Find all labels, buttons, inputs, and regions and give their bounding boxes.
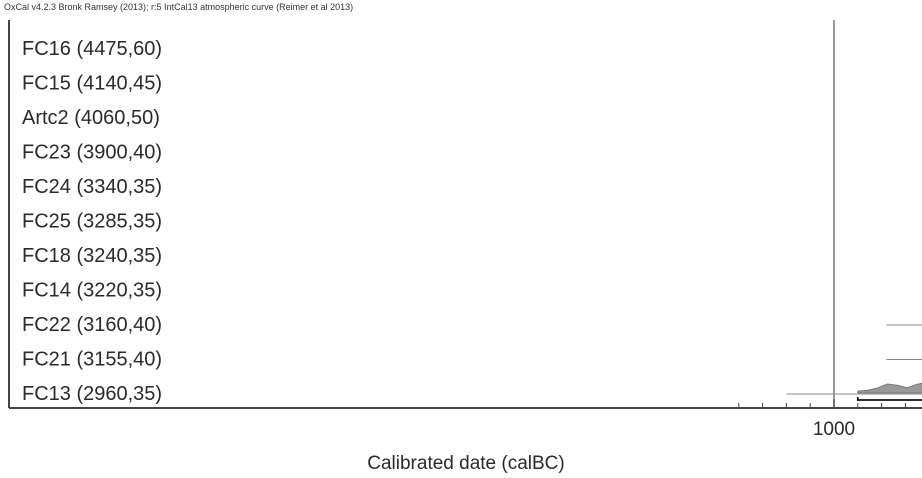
sample-row-fc15: FC15 (4140,45) xyxy=(22,73,162,95)
sample-row-fc23: FC23 (3900,40) xyxy=(22,142,162,164)
probability-shape xyxy=(857,382,922,394)
sample-row-fc22: FC22 (3160,40) xyxy=(22,314,922,336)
sample-label: FC13 (2960,35) xyxy=(22,383,162,405)
x-tick-label: 1000 xyxy=(813,419,855,440)
sample-label: FC22 (3160,40) xyxy=(22,314,162,336)
sample-row-artc2: Artc2 (4060,50) xyxy=(22,107,160,129)
x-axis-label: Calibrated date (calBC) xyxy=(367,453,564,474)
sample-row-fc16: FC16 (4475,60) xyxy=(22,38,162,60)
plot-frame xyxy=(8,20,922,409)
sample-label: FC24 (3340,35) xyxy=(22,176,162,198)
sample-row-fc25: FC25 (3285,35) xyxy=(22,211,162,233)
samples-layer: FC16 (4475,60) FC15 (4140,45) Artc2 (4060,… xyxy=(22,38,922,405)
sample-label: FC25 (3285,35) xyxy=(22,211,162,233)
sample-row-fc14: FC14 (3220,35) xyxy=(22,280,162,302)
range-bracket xyxy=(856,397,922,401)
sample-row-fc24: FC24 (3340,35) xyxy=(22,176,162,198)
sample-row-fc13: FC13 (2960,35) xyxy=(22,382,922,405)
chart-caption: OxCal v4.2.3 Bronk Ramsey (2013); r:5 In… xyxy=(4,2,354,12)
sample-row-fc21: FC21 (3155,40) xyxy=(22,349,922,371)
x-axis: 4000350030002500200015001000 xyxy=(738,399,906,440)
sample-label: FC21 (3155,40) xyxy=(22,349,162,371)
sample-label: FC14 (3220,35) xyxy=(22,280,162,302)
sample-label: FC18 (3240,35) xyxy=(22,245,162,267)
sample-label: FC16 (4475,60) xyxy=(22,38,162,60)
grid-layer xyxy=(833,20,835,408)
sample-label: FC23 (3900,40) xyxy=(22,142,162,164)
sample-row-fc18: FC18 (3240,35) xyxy=(22,245,162,267)
sample-label: Artc2 (4060,50) xyxy=(22,107,160,129)
sample-label: FC15 (4140,45) xyxy=(22,73,162,95)
